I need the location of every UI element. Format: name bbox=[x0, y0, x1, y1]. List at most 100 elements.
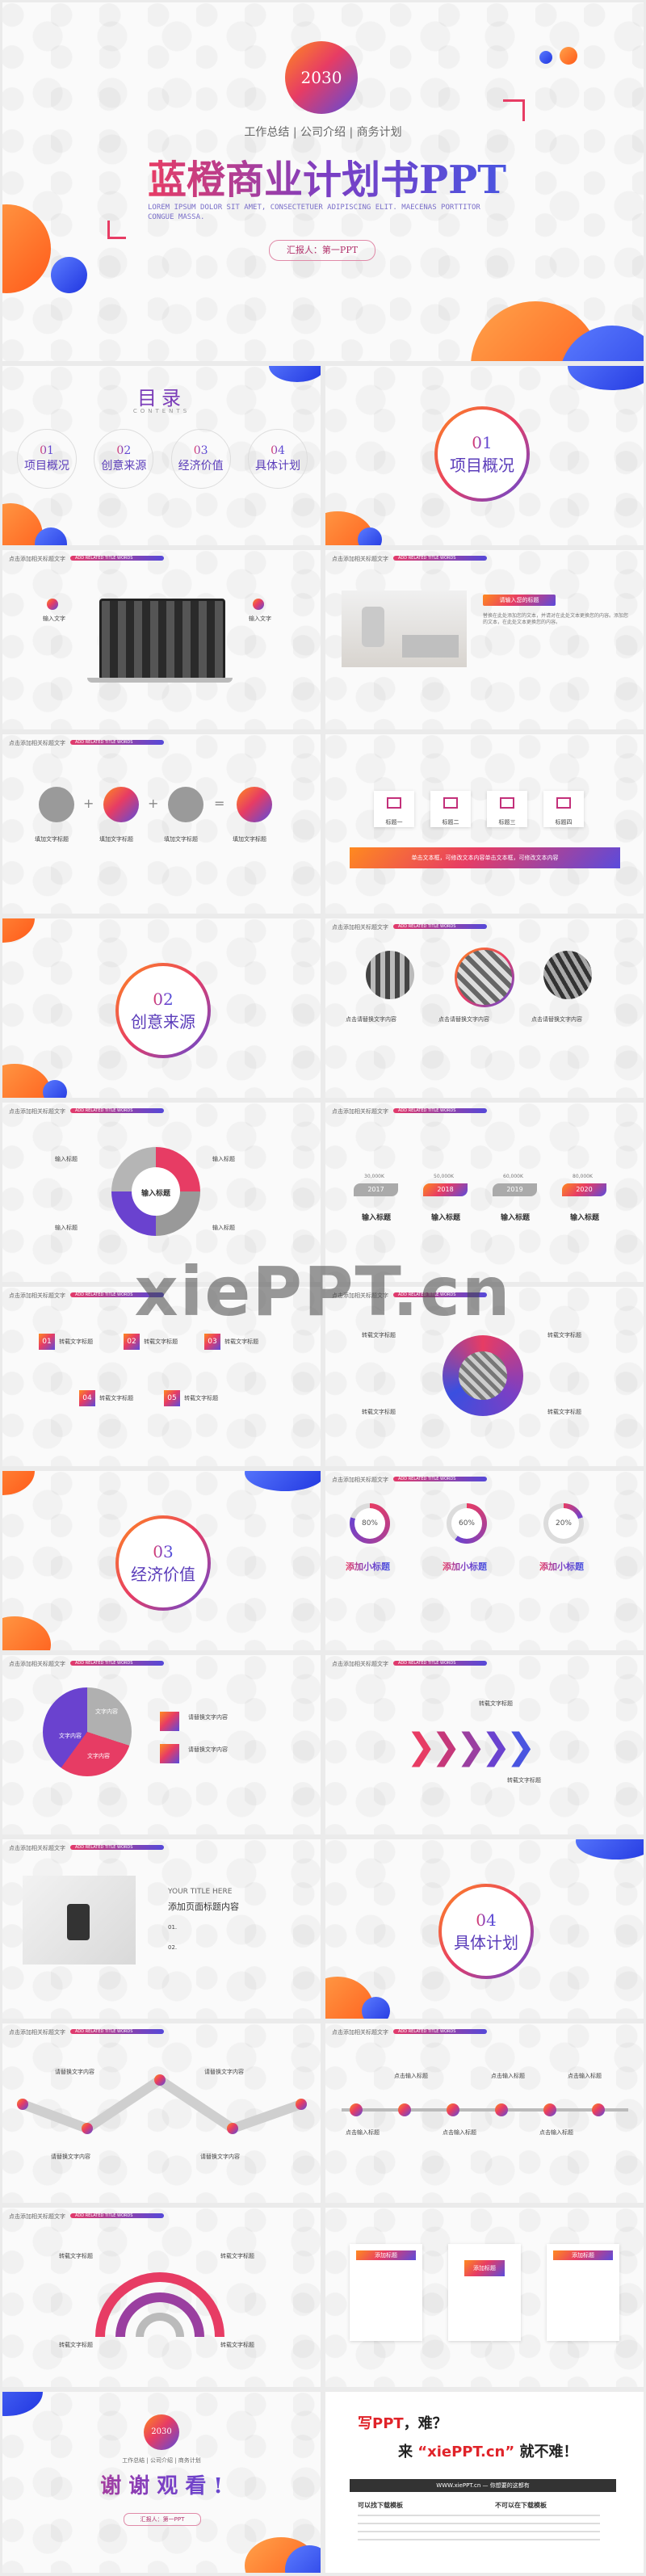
ring-title: 添加小标题 bbox=[346, 1561, 390, 1572]
tab-card[interactable]: 标题一 bbox=[374, 791, 414, 827]
header-tag: 点击添加相关标题文字 bbox=[332, 1292, 388, 1299]
card-header: 添加标题 bbox=[553, 2250, 613, 2260]
tab-card[interactable]: 标题二 bbox=[430, 791, 471, 827]
toc-item[interactable]: 02 创意来源 bbox=[94, 429, 154, 489]
promo-line1: 写PPT，难？ bbox=[358, 2415, 447, 2432]
stat-value: 60,000K bbox=[503, 1174, 523, 1179]
title-button[interactable]: 请输入您的标题 bbox=[483, 595, 556, 606]
node bbox=[17, 2099, 28, 2110]
header-bar: ADD RELATED TITLE WORDS bbox=[70, 1661, 164, 1666]
slide-8: 点击添加相关标题文字 ADD RELATED TITLE WORDS 点击请替换… bbox=[325, 918, 644, 1098]
section-blob-orange bbox=[2, 1471, 35, 1495]
toc-item[interactable]: 04 具体计划 bbox=[247, 429, 308, 489]
person-icon bbox=[253, 599, 264, 610]
section-02-slide: 02 创意来源 bbox=[2, 918, 321, 1098]
slide-10: 点击添加相关标题文字 ADD RELATED TITLE WORDS 30,00… bbox=[325, 1103, 644, 1282]
section-blob-blue bbox=[245, 1471, 321, 1491]
body-text: 替换在此处添加您的文本，并请对在此处文本更换您的内容。添加您的文本，在此处文本更… bbox=[483, 613, 629, 625]
timeline-line bbox=[342, 2108, 628, 2112]
end-reporter: 汇报人：第一PPT bbox=[124, 2513, 201, 2526]
mail-icon bbox=[387, 797, 401, 809]
pie-label: 文字内容 bbox=[95, 1708, 118, 1715]
year-tab: 2017 bbox=[354, 1183, 398, 1196]
ring-label: 60% bbox=[451, 1508, 482, 1539]
year-tab: 2018 bbox=[423, 1183, 468, 1196]
section-04-slide: 04 具体计划 bbox=[325, 1839, 644, 2019]
header-bar: ADD RELATED TITLE WORDS bbox=[70, 740, 164, 745]
toc-item[interactable]: 03 经济价值 bbox=[170, 429, 231, 489]
stat-value: 50,000K bbox=[434, 1174, 454, 1179]
tab-label: 标题四 bbox=[555, 819, 573, 826]
slide-22: 添加标题 添加标题 添加标题 bbox=[325, 2208, 644, 2387]
arc-label: 转载文字标题 bbox=[59, 2342, 93, 2348]
card-title: 添加标题 bbox=[572, 2252, 594, 2259]
header-tag: 点击添加相关标题文字 bbox=[332, 1477, 388, 1483]
toc-num: 04 bbox=[271, 444, 285, 457]
section-ring: 01 项目概况 bbox=[434, 406, 530, 502]
year-label: 2020 bbox=[576, 1186, 593, 1193]
header-bar: ADD RELATED TITLE WORDS bbox=[70, 1845, 164, 1850]
zig-label: 请替换文字内容 bbox=[200, 2154, 240, 2160]
promo-col1: 可以找下载模板 bbox=[358, 2502, 403, 2509]
promo-site: WWW.xiePPT.cn — 你想要的这都有 bbox=[436, 2482, 530, 2489]
slide-9: 点击添加相关标题文字 ADD RELATED TITLE WORDS 输入标题 … bbox=[2, 1103, 321, 1282]
camera-icon bbox=[160, 1712, 179, 1731]
toc-label: 创意来源 bbox=[101, 460, 147, 473]
slide-15: 点击添加相关标题文字 ADD RELATED TITLE WORDS 文字内容 … bbox=[2, 1655, 321, 1834]
header-bar: ADD RELATED TITLE WORDS bbox=[393, 2029, 487, 2034]
arc-label: 转载文字标题 bbox=[220, 2253, 254, 2259]
num-label: 转载文字标题 bbox=[99, 1395, 134, 1401]
slide-11: 点击添加相关标题文字 ADD RELATED TITLE WORDS 01 转载… bbox=[2, 1287, 321, 1466]
num-badge: 03 bbox=[204, 1334, 220, 1350]
progress-ring: 60% bbox=[447, 1503, 487, 1544]
num-label: 转载文字标题 bbox=[224, 1338, 259, 1345]
corner-bracket bbox=[503, 99, 525, 121]
cover-title: 蓝橙商业计划书PPT bbox=[148, 148, 506, 204]
header-tag: 点击添加相关标题文字 bbox=[9, 556, 65, 562]
step-circle bbox=[39, 787, 74, 822]
reporter-text: 汇报人：第一PPT bbox=[286, 245, 359, 255]
section-blob-orange-2 bbox=[2, 1616, 51, 1650]
icon-label: 请替换文字内容 bbox=[188, 1746, 228, 1753]
header-tag: 点击添加相关标题文字 bbox=[9, 2029, 65, 2036]
progress-ring: 80% bbox=[350, 1503, 390, 1544]
toc-item[interactable]: 01 项目概况 bbox=[17, 429, 77, 489]
caption: 点击请替换文字内容 bbox=[531, 1016, 582, 1023]
toc-list: 01 项目概况 02 创意来源 03 经济价值 04 具体计划 bbox=[17, 429, 308, 489]
header-tag: 点击添加相关标题文字 bbox=[9, 1292, 65, 1299]
reporter-pill: 汇报人：第一PPT bbox=[269, 240, 375, 261]
num-label: 转载文字标题 bbox=[184, 1395, 219, 1401]
cycle-label: 输入标题 bbox=[55, 1225, 78, 1231]
num-badge: 05 bbox=[164, 1390, 180, 1406]
chevron-label: 转载文字标题 bbox=[507, 1777, 541, 1784]
timeline-dot bbox=[447, 2103, 459, 2116]
ring-label: 20% bbox=[548, 1508, 579, 1539]
tab-card[interactable]: 标题三 bbox=[487, 791, 527, 827]
slide-16: 点击添加相关标题文字 ADD RELATED TITLE WORDS ❯❯❯❯❯… bbox=[325, 1655, 644, 1834]
slide-19: 点击添加相关标题文字 ADD RELATED TITLE WORDS 请替换文字… bbox=[2, 2023, 321, 2203]
monitor-icon bbox=[160, 1744, 179, 1763]
node bbox=[82, 2123, 93, 2134]
num-item: 03 转载文字标题 bbox=[204, 1331, 258, 1350]
step-circle bbox=[168, 787, 203, 822]
header-tag: 点击添加相关标题文字 bbox=[332, 1661, 388, 1667]
tab-label: 标题一 bbox=[385, 819, 403, 826]
toc-num: 01 bbox=[40, 444, 54, 457]
timeline-label: 点击输入标题 bbox=[568, 2073, 602, 2079]
header-bar: ADD RELATED TITLE WORDS bbox=[70, 1292, 164, 1297]
section-label: 经济价值 bbox=[131, 1564, 195, 1584]
timeline-dot bbox=[592, 2103, 605, 2116]
slide-12: 点击添加相关标题文字 ADD RELATED TITLE WORDS 转载文字标… bbox=[325, 1287, 644, 1466]
cover-blob-small bbox=[560, 47, 577, 65]
phone-photo bbox=[23, 1876, 136, 1965]
tab-card[interactable]: 标题四 bbox=[543, 791, 584, 827]
header-tag: 点击添加相关标题文字 bbox=[9, 1845, 65, 1851]
caption: 点击请替换文字内容 bbox=[438, 1016, 489, 1023]
timeline-label: 点击输入标题 bbox=[539, 2129, 573, 2136]
step-circle bbox=[103, 787, 139, 822]
end-blob-blue bbox=[2, 2392, 43, 2416]
slide-14: 点击添加相关标题文字 ADD RELATED TITLE WORDS 80% 6… bbox=[325, 1471, 644, 1650]
timeline-label: 点击输入标题 bbox=[346, 2129, 380, 2136]
zig-label: 请替换文字内容 bbox=[51, 2154, 90, 2160]
num-badge: 01 bbox=[39, 1334, 55, 1350]
